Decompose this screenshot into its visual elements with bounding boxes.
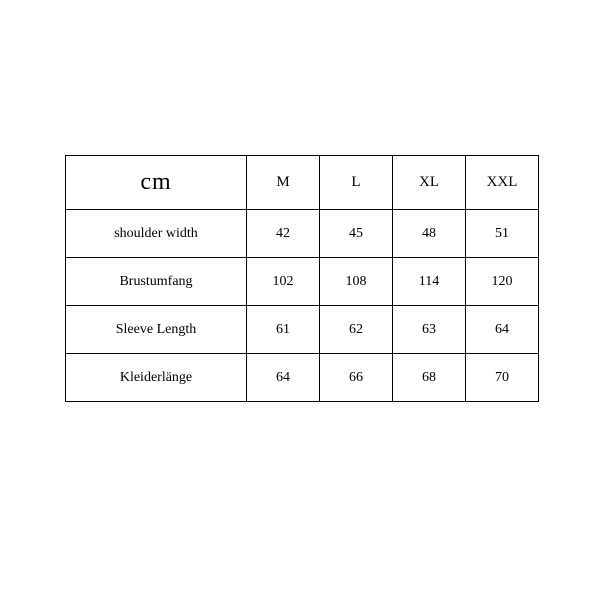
table-row: shoulder width 42 45 48 51	[66, 210, 539, 258]
measure-value: 45	[320, 210, 393, 258]
measure-value: 63	[393, 306, 466, 354]
measure-label: Brustumfang	[66, 258, 247, 306]
measure-value: 62	[320, 306, 393, 354]
unit-cell: cm	[66, 156, 247, 210]
table-header-row: cm M L XL XXL	[66, 156, 539, 210]
size-header: M	[247, 156, 320, 210]
page: cm M L XL XXL shoulder width 42 45 48 51…	[0, 0, 600, 600]
measure-value: 64	[466, 306, 539, 354]
size-chart-table: cm M L XL XXL shoulder width 42 45 48 51…	[65, 155, 539, 402]
table-row: Sleeve Length 61 62 63 64	[66, 306, 539, 354]
measure-value: 51	[466, 210, 539, 258]
size-header: XXL	[466, 156, 539, 210]
measure-value: 42	[247, 210, 320, 258]
measure-value: 68	[393, 354, 466, 402]
table-row: Brustumfang 102 108 114 120	[66, 258, 539, 306]
table-row: Kleiderlänge 64 66 68 70	[66, 354, 539, 402]
measure-value: 114	[393, 258, 466, 306]
measure-value: 66	[320, 354, 393, 402]
size-header: L	[320, 156, 393, 210]
measure-label: shoulder width	[66, 210, 247, 258]
size-header: XL	[393, 156, 466, 210]
measure-value: 48	[393, 210, 466, 258]
measure-label: Kleiderlänge	[66, 354, 247, 402]
measure-value: 61	[247, 306, 320, 354]
measure-value: 102	[247, 258, 320, 306]
measure-value: 108	[320, 258, 393, 306]
measure-value: 64	[247, 354, 320, 402]
measure-label: Sleeve Length	[66, 306, 247, 354]
measure-value: 70	[466, 354, 539, 402]
measure-value: 120	[466, 258, 539, 306]
